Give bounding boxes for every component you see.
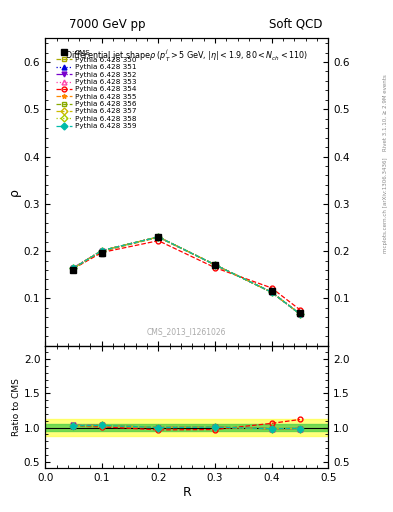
Legend: CMS, Pythia 6.428 350, Pythia 6.428 351, Pythia 6.428 352, Pythia 6.428 353, Pyt: CMS, Pythia 6.428 350, Pythia 6.428 351,… bbox=[55, 48, 138, 131]
Y-axis label: Ratio to CMS: Ratio to CMS bbox=[12, 378, 21, 436]
Bar bbox=[45, 424, 328, 431]
Y-axis label: ρ: ρ bbox=[8, 188, 21, 196]
Text: 7000 GeV pp: 7000 GeV pp bbox=[69, 18, 146, 31]
Bar bbox=[45, 419, 328, 436]
Text: Rivet 3.1.10, ≥ 2.9M events: Rivet 3.1.10, ≥ 2.9M events bbox=[383, 74, 388, 151]
Text: CMS_2013_I1261026: CMS_2013_I1261026 bbox=[147, 327, 226, 336]
Text: Differential jet shape$\rho$ ($p^j_T$$>$5 GeV, $|\eta|$$<$1.9, 80$<$$N_{ch}$$<$1: Differential jet shape$\rho$ ($p^j_T$$>$… bbox=[65, 48, 309, 64]
X-axis label: R: R bbox=[182, 486, 191, 499]
Text: mcplots.cern.ch [arXiv:1306.3436]: mcplots.cern.ch [arXiv:1306.3436] bbox=[383, 157, 388, 252]
Text: Soft QCD: Soft QCD bbox=[269, 18, 323, 31]
